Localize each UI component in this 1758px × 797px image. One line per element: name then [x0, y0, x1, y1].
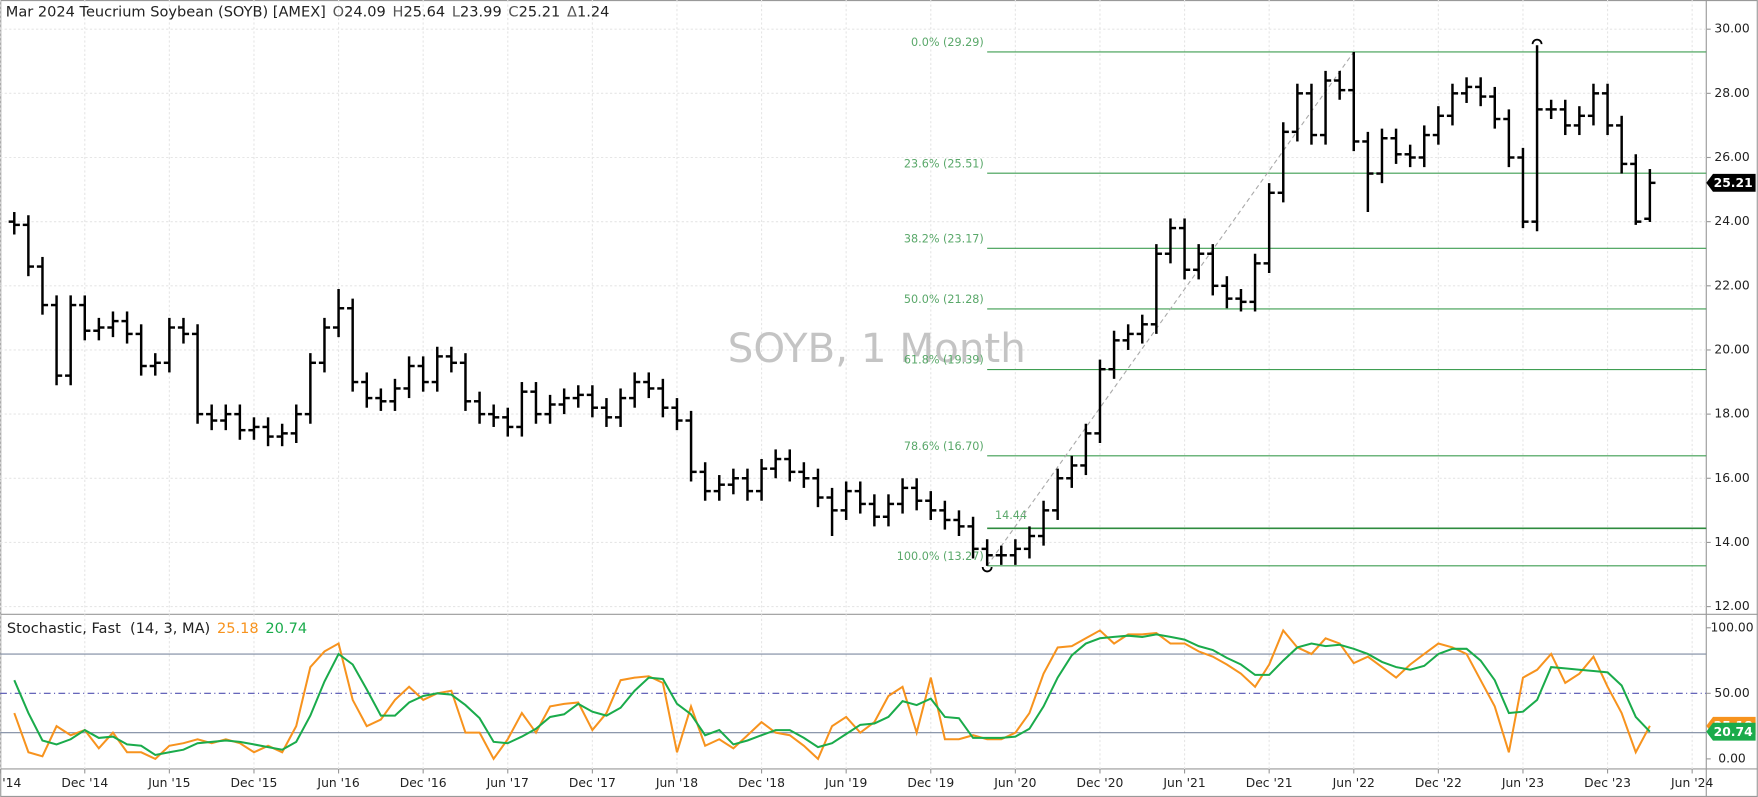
pivot-high	[1531, 38, 1543, 45]
fib-label: 78.6% (16.70)	[904, 440, 984, 453]
x-tick-label: Jun '22	[1332, 776, 1375, 790]
ohlc-value: 23.99	[460, 3, 502, 20]
y-tick-label: 26.00	[1714, 150, 1749, 164]
x-tick-label: Dec '22	[1415, 776, 1462, 790]
x-tick-label: Jun '18	[655, 776, 698, 790]
x-tick-label: Jun '19	[824, 776, 867, 790]
ohlc-value: 24.09	[344, 3, 386, 20]
watermark: SOYB, 1 Month	[728, 325, 1026, 372]
x-tick-label: Dec '21	[1246, 776, 1293, 790]
x-tick-label: Dec '23	[1584, 776, 1631, 790]
chart-title: Mar 2024 Teucrium Soybean (SOYB) [AMEX]	[6, 3, 326, 20]
fib-label: 100.0% (13.27)	[897, 550, 984, 563]
ohlc-value: 1.24	[577, 3, 609, 20]
y-tick-label: 20.00	[1714, 342, 1749, 356]
stoch-line	[13, 633, 1651, 757]
y-tick-label: 16.00	[1714, 471, 1749, 485]
x-tick-label: Jun '23	[1501, 776, 1544, 790]
ohlc-label: L	[452, 3, 461, 20]
y-tick-label: 0.00	[1718, 751, 1746, 765]
y-tick-label: 30.00	[1714, 22, 1749, 36]
y-tick-label: 14.00	[1714, 535, 1749, 549]
x-tick-label: Dec '20	[1077, 776, 1124, 790]
ohlc-value: 25.21	[519, 3, 561, 20]
x-tick-label: Dec '19	[907, 776, 954, 790]
x-tick-label: Dec '16	[400, 776, 447, 790]
fib-label: 50.0% (21.28)	[904, 293, 984, 306]
fib-label: 23.6% (25.51)	[904, 157, 984, 170]
y-tick-label: 22.00	[1714, 278, 1749, 292]
x-tick-label: Dec '15	[231, 776, 278, 790]
price-tag	[1706, 173, 1756, 192]
y-tick-label: 28.00	[1714, 86, 1749, 100]
pivot-low	[981, 566, 993, 573]
x-tick-label: Jun '16	[316, 776, 359, 790]
fib-label: 38.2% (23.17)	[904, 232, 984, 245]
stoch-value: 20.74	[265, 620, 307, 637]
x-tick-label: Jun '21	[1162, 776, 1205, 790]
fib-label: 0.0% (29.29)	[911, 36, 984, 49]
x-tick-label: Jun '24	[1670, 776, 1713, 790]
trend-line	[986, 51, 1355, 567]
x-tick-label: Jun '17	[486, 776, 529, 790]
fib-label: 61.8% (19.39)	[904, 354, 984, 367]
stoch-header: Stochastic, Fast (14, 3, MA) 25.18 20.74	[7, 620, 307, 637]
y-tick-label: 24.00	[1714, 214, 1749, 228]
x-tick-label: Jun '20	[993, 776, 1036, 790]
y-tick-label: 50.00	[1714, 686, 1749, 700]
x-tick-label: Dec '17	[569, 776, 616, 790]
y-tick-label: 12.00	[1714, 599, 1749, 613]
x-tick-label: Jun '14	[0, 776, 21, 790]
x-tick-label: Jun '15	[147, 776, 190, 790]
ohlc-label: H	[393, 3, 404, 20]
price-tag-label: 25.21	[1714, 176, 1753, 190]
ohlc-value: 25.64	[403, 3, 445, 20]
stoch-title: Stochastic, Fast (14, 3, MA)	[7, 620, 210, 637]
y-tick-label: 100.00	[1710, 620, 1753, 634]
stoch-tag	[1706, 722, 1756, 741]
price-header: Mar 2024 Teucrium Soybean (SOYB) [AMEX] O…	[6, 3, 610, 20]
y-tick-label: 18.00	[1714, 407, 1749, 421]
stoch-tag-label: 20.74	[1714, 725, 1753, 739]
x-tick-label: Dec '18	[738, 776, 785, 790]
ohlc-label: Δ	[567, 3, 577, 20]
level-label: 14.44	[995, 509, 1027, 522]
ohlc-label: C	[508, 3, 518, 20]
ohlc-label: O	[333, 3, 344, 20]
x-tick-label: Dec '14	[61, 776, 108, 790]
stoch-value: 25.18	[217, 620, 259, 637]
stoch-line	[13, 628, 1651, 761]
